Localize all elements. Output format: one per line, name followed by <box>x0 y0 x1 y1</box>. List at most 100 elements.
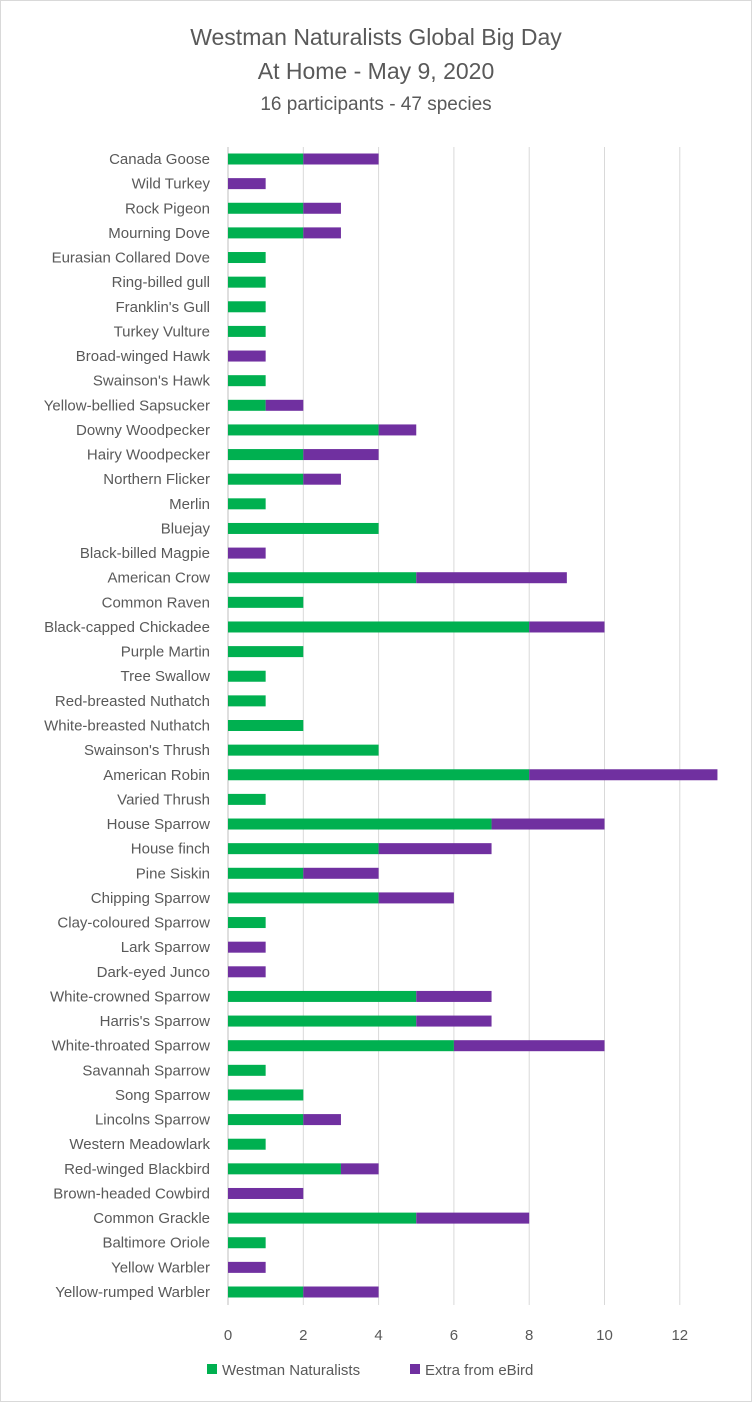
bar-westman <box>228 843 379 855</box>
category-label: Red-winged Blackbird <box>64 1161 210 1178</box>
category-label: Northern Flicker <box>103 471 210 488</box>
category-label: Black-billed Magpie <box>80 545 210 562</box>
category-label: Western Meadowlark <box>69 1136 210 1153</box>
category-label: Tree Swallow <box>121 668 211 685</box>
category-label: Lincolns Sparrow <box>95 1112 210 1129</box>
bar-ebird <box>529 769 718 781</box>
chart-subtitle: 16 participants - 47 species <box>260 94 491 115</box>
category-label: Pine Siskin <box>136 865 210 882</box>
bar-westman <box>228 646 304 658</box>
bar-westman <box>228 1015 417 1027</box>
bar-westman <box>228 1064 266 1076</box>
bar-ebird <box>228 178 266 190</box>
legend-swatch <box>207 1364 217 1374</box>
bar-westman <box>228 892 379 904</box>
x-tick-label: 4 <box>374 1327 382 1344</box>
category-label: American Robin <box>103 767 210 784</box>
bar-westman <box>228 498 266 510</box>
category-label: Clay-coloured Sparrow <box>57 915 210 932</box>
bar-ebird <box>453 1040 605 1052</box>
bar-ebird <box>303 153 379 165</box>
category-label: Common Raven <box>102 594 210 611</box>
bar-westman <box>228 1138 266 1150</box>
bar-ebird <box>378 892 454 904</box>
category-label: Yellow Warbler <box>111 1259 210 1276</box>
bar-ebird <box>416 1015 492 1027</box>
category-label: Bluejay <box>161 520 211 537</box>
bar-ebird <box>228 1261 266 1273</box>
category-label: White-throated Sparrow <box>52 1038 211 1055</box>
bar-ebird <box>303 473 341 485</box>
x-tick-label: 0 <box>224 1327 232 1344</box>
category-label: Merlin <box>169 496 210 513</box>
bar-ebird <box>228 966 266 978</box>
bar-westman <box>228 744 379 756</box>
bar-westman <box>228 202 304 214</box>
category-label: House finch <box>131 841 210 858</box>
bar-westman <box>228 793 266 805</box>
category-label: Varied Thrush <box>117 791 210 808</box>
bar-westman <box>228 227 304 239</box>
category-label: Harris's Sparrow <box>100 1013 211 1030</box>
bar-ebird <box>228 941 266 953</box>
bar-westman <box>228 153 304 165</box>
category-label: Wild Turkey <box>132 176 211 193</box>
category-label: Rock Pigeon <box>125 200 210 217</box>
bar-westman <box>228 1163 341 1175</box>
category-label: Franklin's Gull <box>115 299 210 316</box>
bar-westman <box>228 990 417 1002</box>
bar-westman <box>228 867 304 879</box>
bar-westman <box>228 720 304 731</box>
bar-ebird <box>303 1114 341 1126</box>
category-label: Downy Woodpecker <box>76 422 210 439</box>
bar-westman <box>228 596 304 608</box>
category-label: Turkey Vulture <box>114 323 210 340</box>
legend-swatch <box>410 1364 420 1374</box>
category-label: White-breasted Nuthatch <box>44 718 210 735</box>
bar-westman <box>228 399 266 411</box>
bar-ebird <box>228 547 266 559</box>
category-label: Ring-billed gull <box>112 274 210 291</box>
bar-westman <box>228 621 530 633</box>
bar-ebird <box>491 818 605 830</box>
bar-ebird <box>378 843 492 855</box>
bar-westman <box>228 375 266 387</box>
category-label: Broad-winged Hawk <box>76 348 211 365</box>
x-tick-label: 6 <box>450 1327 458 1344</box>
bar-westman <box>228 1040 454 1052</box>
bar-ebird <box>303 227 341 239</box>
bar-westman <box>228 769 530 781</box>
bar-westman <box>228 325 266 337</box>
bar-westman <box>228 670 266 682</box>
bar-ebird <box>378 424 417 436</box>
bar-ebird <box>416 990 492 1002</box>
chart-title-line-2: At Home - May 9, 2020 <box>258 58 495 84</box>
category-label: Lark Sparrow <box>121 939 210 956</box>
bar-westman <box>228 1286 304 1298</box>
category-label: Swainson's Thrush <box>84 742 210 759</box>
bar-ebird <box>303 1286 379 1298</box>
bar-ebird <box>228 1187 304 1199</box>
bar-westman <box>228 572 417 584</box>
legend-label: Extra from eBird <box>425 1362 533 1379</box>
x-tick-label: 2 <box>299 1327 307 1344</box>
category-label: Brown-headed Cowbird <box>53 1185 210 1202</box>
category-label: Common Grackle <box>93 1210 210 1227</box>
bar-ebird <box>303 449 379 461</box>
bar-ebird <box>303 867 379 879</box>
chart-title-line-1: Westman Naturalists Global Big Day <box>190 24 562 50</box>
bar-ebird <box>228 350 266 362</box>
category-label: Red-breasted Nuthatch <box>55 693 210 710</box>
bar-ebird <box>340 1163 379 1175</box>
category-label: House Sparrow <box>107 816 211 833</box>
bar-westman <box>228 276 266 288</box>
category-label: White-crowned Sparrow <box>50 988 210 1005</box>
bar-westman <box>228 473 304 485</box>
bar-westman <box>228 449 304 461</box>
bar-westman <box>228 917 266 929</box>
category-label: Dark-eyed Junco <box>97 964 210 981</box>
x-tick-label: 10 <box>596 1327 613 1344</box>
bar-westman <box>228 1114 304 1126</box>
category-label: Swainson's Hawk <box>93 373 211 390</box>
